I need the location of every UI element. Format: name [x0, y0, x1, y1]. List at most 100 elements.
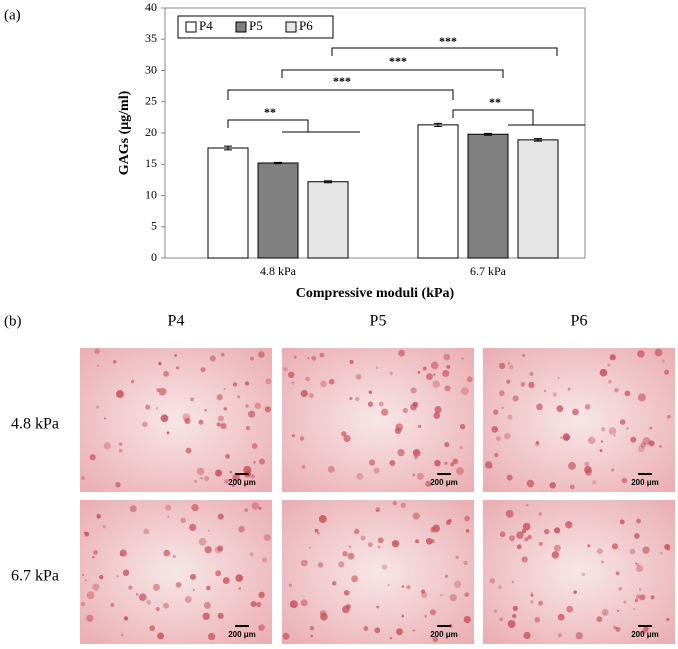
cell [180, 517, 186, 524]
cell [633, 608, 636, 611]
cell [661, 359, 665, 363]
cell [288, 583, 293, 587]
cell [348, 545, 351, 548]
cell [86, 614, 94, 622]
cell [216, 394, 223, 401]
cell [659, 444, 662, 448]
cell [538, 600, 544, 606]
cell [368, 459, 376, 466]
cell [554, 527, 561, 534]
legend-swatch [285, 21, 297, 33]
cell [130, 380, 135, 384]
cell [575, 632, 583, 640]
cell [149, 625, 156, 632]
significance-label: ** [264, 105, 276, 119]
cell [529, 371, 534, 376]
cell [249, 552, 254, 557]
cell [391, 539, 400, 548]
cell [308, 393, 314, 399]
cell [464, 515, 470, 522]
cell [203, 601, 211, 609]
cell [587, 436, 596, 445]
micrograph: 200 μm [483, 500, 675, 644]
cell [377, 545, 381, 549]
cell [581, 572, 586, 577]
cell [184, 417, 191, 425]
cell [538, 541, 543, 546]
cell [96, 364, 100, 368]
cell [549, 482, 556, 489]
cell [342, 605, 350, 614]
cell [163, 370, 170, 377]
error-bar [224, 145, 232, 151]
cell [543, 389, 547, 393]
cell [289, 600, 298, 609]
cell [412, 629, 415, 632]
cell [430, 361, 439, 370]
cell [600, 426, 606, 432]
cell [406, 585, 411, 590]
y-tick-label: 35 [145, 31, 157, 45]
cell [258, 591, 265, 599]
cell [624, 390, 631, 397]
cell [535, 441, 540, 445]
cell [300, 559, 308, 567]
cell [505, 509, 514, 518]
cell [209, 355, 216, 362]
cell [215, 469, 223, 477]
cell [637, 393, 646, 402]
cell [493, 609, 498, 613]
cell [244, 508, 248, 512]
cell [496, 436, 501, 441]
y-tick-label: 25 [145, 94, 157, 108]
cell [389, 636, 393, 640]
cell [387, 583, 390, 587]
y-tick-label: 30 [145, 62, 157, 76]
cell [265, 378, 272, 385]
cell [355, 396, 360, 402]
significance-bracket [227, 89, 454, 100]
cell [552, 392, 557, 397]
cell [374, 627, 381, 634]
cell [86, 591, 95, 600]
cell [152, 583, 160, 591]
cell [611, 543, 619, 550]
cell [463, 560, 468, 566]
cell [216, 422, 221, 427]
cell [367, 542, 373, 548]
cell [115, 390, 124, 398]
cell [636, 518, 641, 524]
cell [146, 599, 152, 605]
cell [254, 402, 261, 409]
cell [619, 519, 625, 525]
cell [396, 628, 404, 636]
cell [596, 616, 603, 623]
significance-label: *** [333, 74, 351, 88]
cell [501, 406, 504, 410]
cell [319, 352, 325, 358]
cell [293, 355, 297, 359]
cell [80, 601, 86, 607]
y-tick-label: 20 [145, 125, 157, 139]
cell [389, 460, 396, 466]
cell [204, 408, 207, 412]
cell [355, 374, 362, 380]
cell [608, 427, 617, 435]
cell [110, 603, 115, 607]
cell [568, 461, 576, 470]
cell [557, 613, 565, 621]
cell [654, 348, 663, 357]
cell [143, 528, 150, 535]
cell [198, 537, 207, 546]
cell [562, 433, 571, 441]
cell [343, 589, 350, 596]
cell [619, 419, 626, 425]
bar [207, 147, 249, 259]
cell [256, 602, 262, 608]
cell [507, 620, 516, 628]
cell [305, 560, 308, 563]
cell [291, 433, 296, 438]
cell [434, 459, 441, 467]
cell [222, 577, 230, 585]
cell [251, 502, 260, 510]
